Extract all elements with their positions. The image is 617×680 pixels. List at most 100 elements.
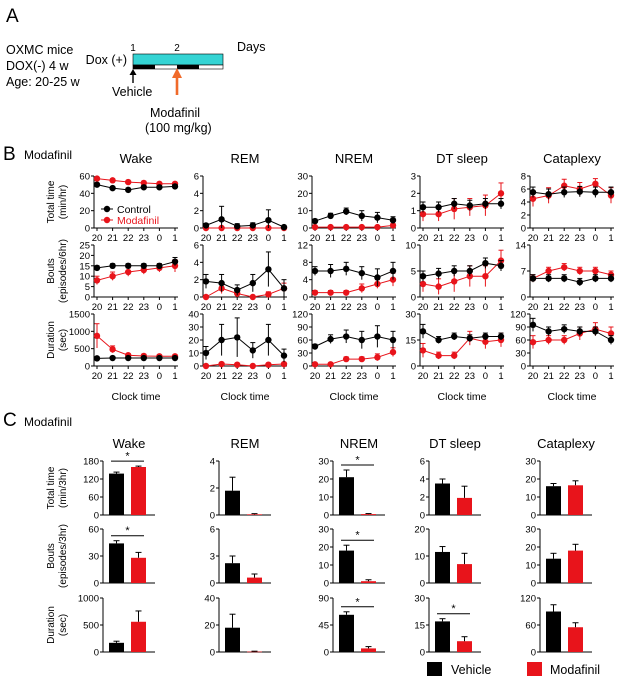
dose-label: (100 mg/kg) bbox=[145, 121, 212, 135]
control-point bbox=[358, 212, 365, 220]
y-tick-label: 0 bbox=[411, 293, 416, 304]
modafinil-bar bbox=[361, 581, 376, 583]
control-point bbox=[497, 262, 505, 269]
vehicle-bar bbox=[546, 558, 561, 583]
x-tick-label: 22 bbox=[232, 302, 243, 313]
y-tick-label: 3 bbox=[411, 172, 416, 183]
dox-period-bar bbox=[132, 53, 224, 66]
drug-point bbox=[358, 223, 365, 231]
x-tick-label: 23 bbox=[465, 233, 476, 244]
c-rowlabel-2-line2: (sec) bbox=[58, 614, 69, 636]
control-series-line bbox=[422, 330, 501, 341]
y-tick-label: 15 bbox=[405, 336, 416, 347]
control-point bbox=[389, 217, 397, 224]
y-tick-label: 5 bbox=[85, 282, 90, 293]
control-point bbox=[156, 262, 163, 269]
control-series-line bbox=[533, 277, 611, 283]
control-point bbox=[327, 212, 334, 220]
drug-point bbox=[265, 361, 272, 368]
significance-star: * bbox=[355, 596, 360, 608]
x-tick-label: 22 bbox=[449, 302, 460, 313]
drug-point bbox=[374, 354, 381, 361]
y-tick-label: 10 bbox=[318, 493, 329, 504]
control-point bbox=[435, 336, 442, 344]
y-tick-label: 60 bbox=[515, 336, 526, 347]
legend-control-label: Control bbox=[117, 204, 151, 216]
x-tick-label: 22 bbox=[559, 302, 570, 313]
y-tick-label: 45 bbox=[318, 621, 329, 632]
drug-point bbox=[451, 352, 458, 359]
drug-point bbox=[545, 267, 552, 275]
control-point bbox=[343, 333, 350, 340]
b-title-wake: Wake bbox=[120, 151, 153, 166]
drug-point bbox=[561, 264, 568, 271]
x-tick-label: 21 bbox=[107, 233, 118, 244]
y-tick-label: 120 bbox=[83, 475, 99, 486]
c-cell-rem-0: 0 2 4 bbox=[210, 457, 271, 522]
drug-series-line bbox=[422, 260, 502, 288]
modafinil-bar bbox=[568, 485, 583, 515]
control-point bbox=[249, 222, 256, 229]
x-tick-label: 21 bbox=[543, 371, 554, 382]
panel-a-letter: A bbox=[6, 6, 19, 27]
drug-point bbox=[234, 361, 241, 368]
drug-series-line bbox=[315, 351, 394, 365]
control-series-line bbox=[422, 262, 502, 277]
x-tick-label: 23 bbox=[248, 302, 259, 313]
panel-a: A OXMC mice DOX(-) 4 w Age: 20-25 w Dox … bbox=[6, 6, 265, 135]
control-point bbox=[218, 279, 225, 287]
control-point bbox=[171, 354, 179, 362]
x-tick-label: 20 bbox=[201, 371, 212, 382]
drug-point bbox=[561, 336, 568, 344]
y-tick-label: 500 bbox=[74, 344, 90, 355]
dark-phase-2 bbox=[177, 65, 199, 69]
drug-point bbox=[249, 362, 256, 370]
vehicle-bar bbox=[109, 473, 124, 515]
control-series-line bbox=[96, 184, 176, 191]
y-tick-label: 8 bbox=[521, 172, 526, 183]
c-cell-dt-sleep-1: 0 10 20 bbox=[414, 525, 481, 590]
x-tick-label: 23 bbox=[575, 371, 586, 382]
x-tick-label: 0 bbox=[157, 302, 162, 313]
y-tick-label: 10 bbox=[297, 206, 308, 217]
control-point bbox=[249, 347, 256, 354]
c-rowlabel-1-line2: (episodes/3hr) bbox=[58, 524, 69, 588]
y-tick-label: 0 bbox=[531, 511, 536, 522]
y-tick-label: 2 bbox=[194, 206, 199, 217]
drug-point bbox=[327, 223, 334, 231]
mice-label: OXMC mice bbox=[6, 43, 73, 57]
b-xlabel-cataplexy: Clock time bbox=[547, 391, 596, 403]
c-cell-wake-1: 0 30 60 * bbox=[88, 525, 155, 590]
legend-vehicle-swatch bbox=[427, 662, 442, 676]
control-point bbox=[529, 321, 537, 329]
control-point bbox=[482, 200, 489, 207]
c-cell-wake-2: 0 500 1000 bbox=[78, 594, 155, 659]
y-tick-label: 0 bbox=[324, 579, 329, 590]
c-title-nrem: NREM bbox=[340, 436, 378, 451]
y-tick-label: 30 bbox=[405, 310, 416, 321]
drug-point bbox=[125, 268, 132, 276]
y-tick-label: 20 bbox=[204, 621, 215, 632]
drug-point bbox=[435, 210, 442, 218]
x-tick-label: 21 bbox=[216, 371, 227, 382]
modafinil-bar bbox=[361, 514, 376, 515]
drug-point bbox=[93, 175, 101, 182]
drug-point bbox=[545, 336, 552, 344]
y-tick-label: 0 bbox=[420, 648, 425, 659]
y-tick-label: 0 bbox=[210, 511, 215, 522]
b-xlabel-wake: Clock time bbox=[111, 391, 160, 403]
x-tick-label: 23 bbox=[248, 371, 259, 382]
b-title-cataplexy: Cataplexy bbox=[543, 151, 601, 166]
significance-star: * bbox=[355, 530, 360, 542]
x-tick-label: 0 bbox=[266, 371, 271, 382]
drug-point bbox=[343, 223, 350, 231]
drug-point bbox=[576, 267, 583, 275]
drug-point bbox=[343, 289, 350, 296]
control-point bbox=[466, 202, 473, 209]
y-tick-label: 6 bbox=[194, 172, 199, 183]
y-tick-label: 30 bbox=[318, 457, 329, 468]
